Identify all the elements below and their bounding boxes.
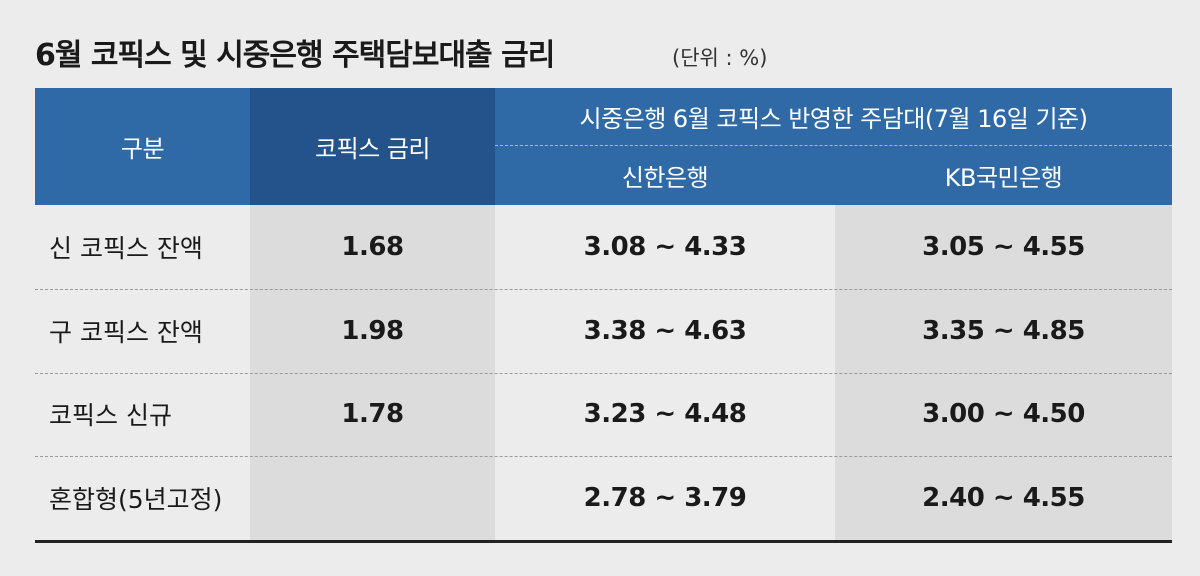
- table-cell: 구 코픽스 잔액: [49, 317, 203, 347]
- row-divider: [35, 288, 1172, 290]
- header-cell: 신한은행: [621, 164, 709, 192]
- table-cell: [250, 456, 495, 540]
- table-cell: 1.68: [341, 231, 404, 262]
- table-cell: 신 코픽스 잔액: [49, 233, 203, 263]
- table-cell: 3.05 ~ 4.55: [922, 231, 1085, 262]
- table-cell: 1.98: [341, 315, 404, 346]
- header-cell: 구분: [120, 135, 165, 163]
- table-header: [35, 88, 1172, 205]
- table-cell: 3.38 ~ 4.63: [583, 315, 747, 346]
- header-highlight: [250, 88, 495, 205]
- table-cell: 2.78 ~ 3.79: [583, 483, 747, 514]
- header-cell: 시중은행 6월 코픽스 반영한 주담대(7월 16일 기준): [579, 105, 1088, 133]
- table-cell: 3.35 ~ 4.85: [922, 315, 1085, 346]
- header-cell: KB국민은행: [944, 164, 1063, 192]
- title: 6월 코픽스 및 시중은행 주택담보대출 금리: [35, 38, 555, 73]
- header-divider: [495, 145, 1172, 146]
- table-cell: 3.00 ~ 4.50: [922, 399, 1085, 430]
- table-cell: 코픽스 신규: [49, 401, 172, 431]
- header-cell: 코픽스 금리: [314, 135, 431, 163]
- table-cell: 2.40 ~ 4.55: [922, 483, 1085, 514]
- table-bottom-border: [35, 540, 1172, 543]
- table-cell: 혼합형(5년고정): [49, 485, 223, 515]
- row-divider: [35, 372, 1172, 374]
- table-cell: 1.78: [341, 399, 404, 430]
- table-cell: 3.08 ~ 4.33: [583, 231, 747, 262]
- table-cell: 3.23 ~ 4.48: [583, 399, 747, 430]
- row-divider: [35, 456, 1172, 458]
- unit: (단위 : %): [672, 46, 768, 70]
